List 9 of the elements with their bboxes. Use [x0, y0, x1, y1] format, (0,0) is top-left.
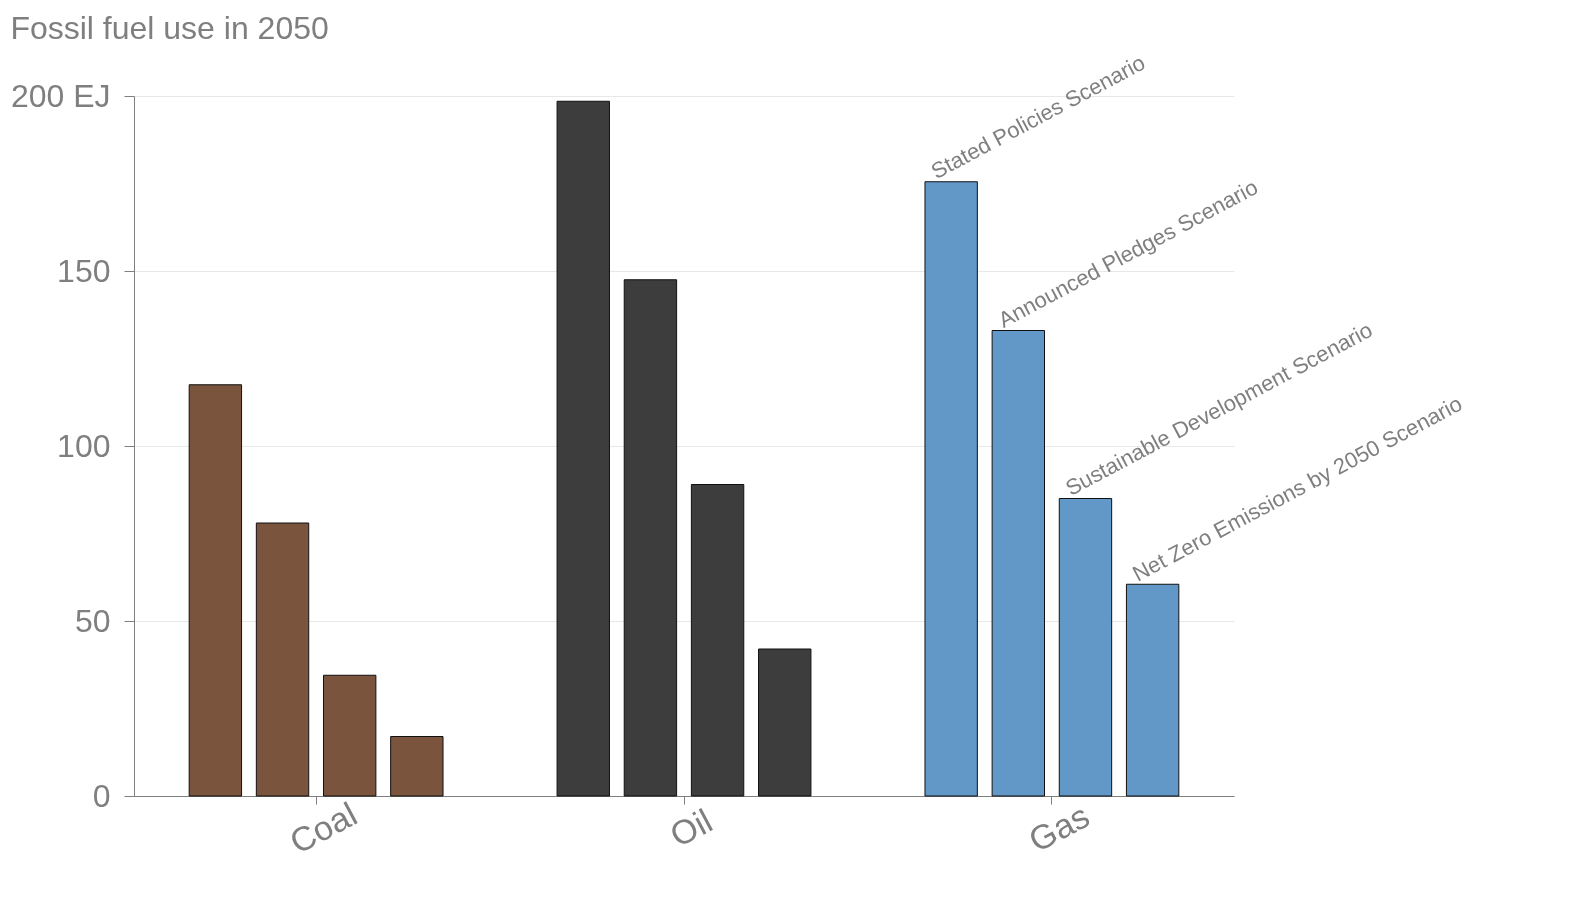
y-tick-label: 150	[57, 252, 111, 289]
x-tick-label: Oil	[663, 801, 719, 855]
x-tick-label: Gas	[1022, 796, 1096, 860]
y-tick-label: 200 EJ	[10, 77, 111, 114]
y-tick-label: 0	[92, 777, 111, 814]
chart-title: Fossil fuel use in 2050	[10, 9, 329, 46]
y-tick-label: 100	[57, 427, 111, 464]
x-tick-label: Coal	[283, 794, 363, 861]
y-tick-label: 50	[74, 602, 111, 639]
